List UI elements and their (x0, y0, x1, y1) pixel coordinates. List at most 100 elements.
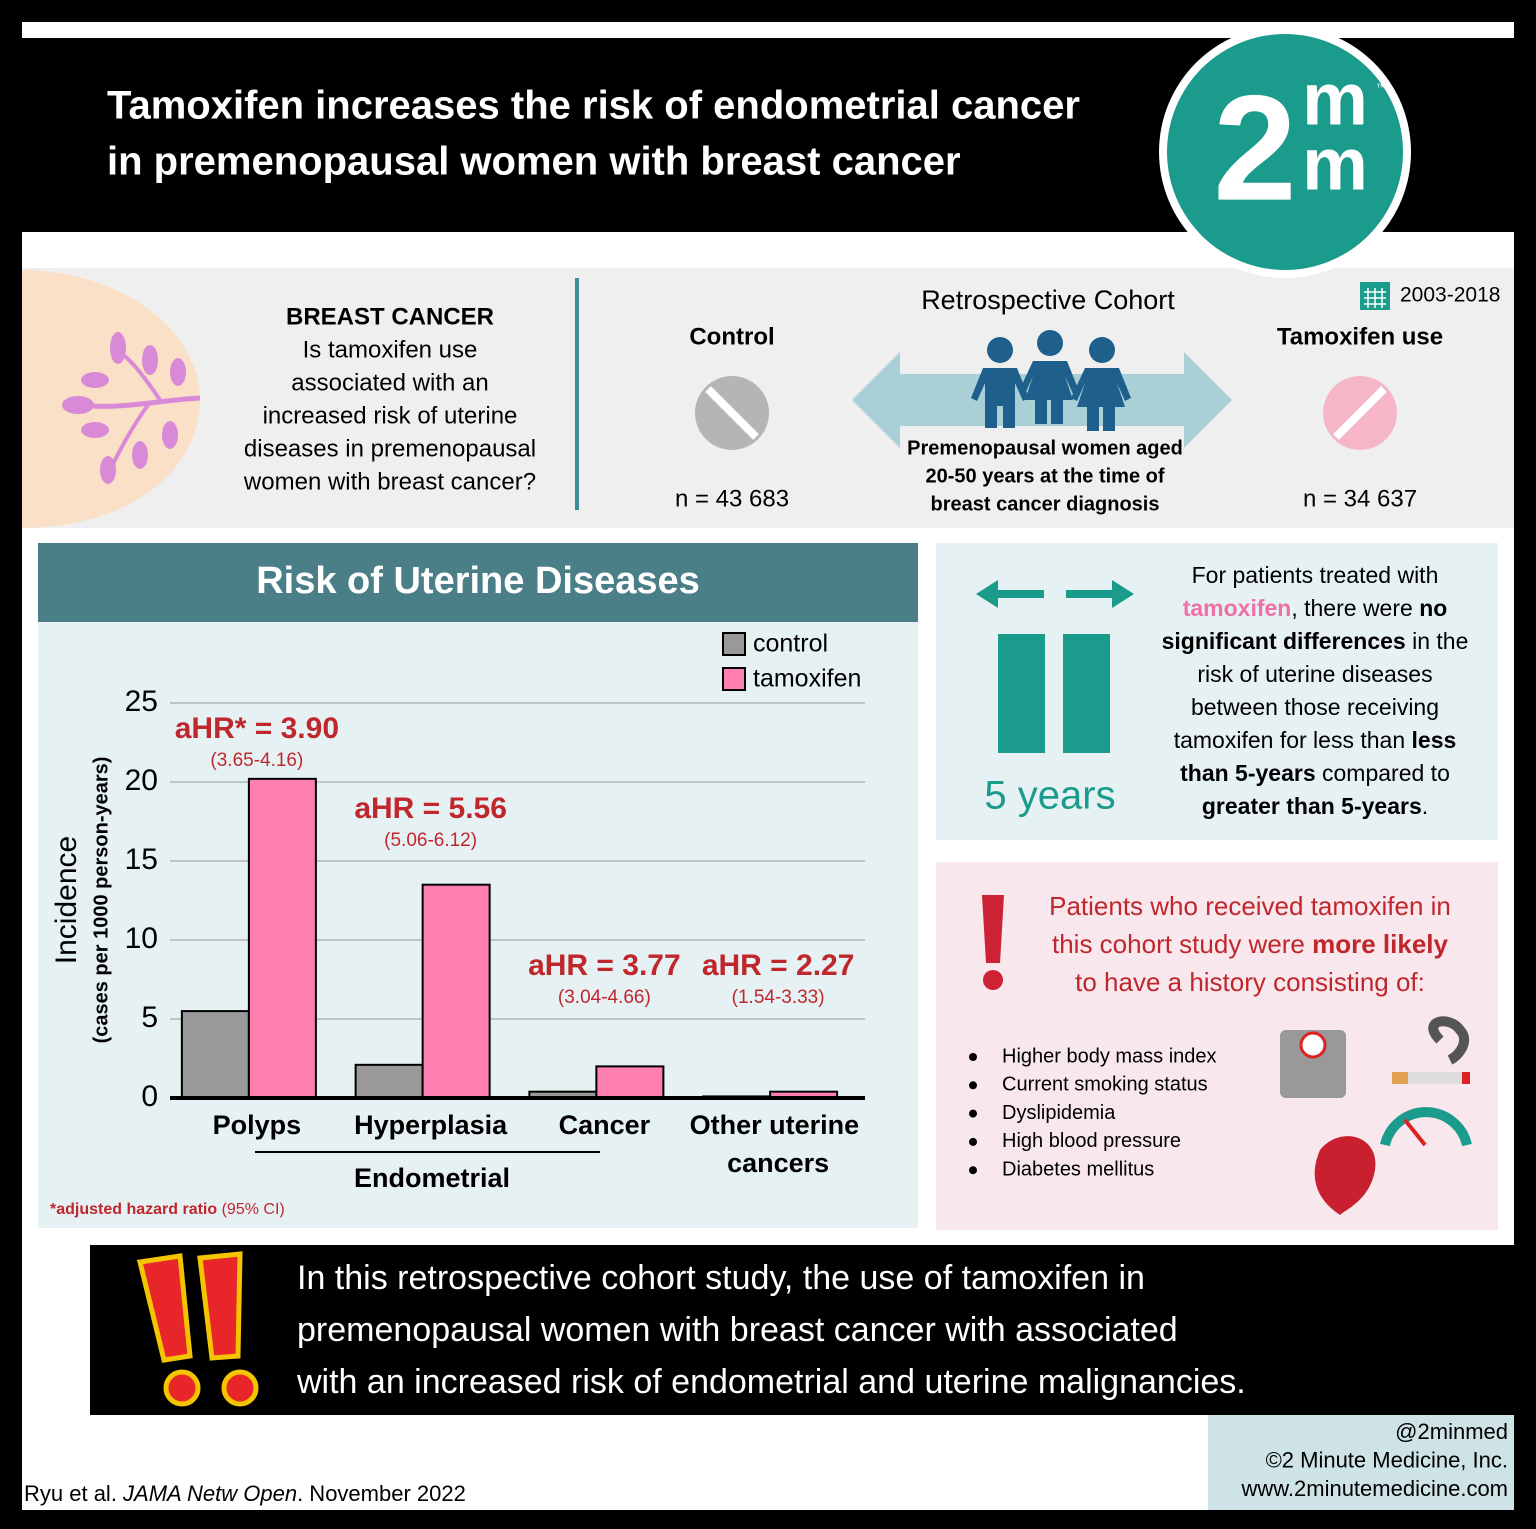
duration-text: greater than 5-years. (1202, 793, 1428, 819)
duration-label: 5 years (984, 774, 1115, 818)
logo-trademark: ™ (1376, 83, 1386, 94)
x-tick-label: Polyps (213, 1110, 302, 1140)
logo-digit: 2 (1213, 64, 1296, 232)
y-axis-label: Incidence (50, 836, 83, 964)
bar (354, 1063, 424, 1099)
bar (247, 777, 317, 1100)
y-tick-label: 0 (141, 1080, 158, 1113)
chart-header (38, 543, 918, 622)
text-segment: than 5-years (1180, 760, 1316, 786)
breast-illustration (22, 270, 200, 528)
y-tick-label: 5 (141, 1001, 158, 1034)
text-segment: . November 2022 (297, 1481, 466, 1506)
hazard-ratio: aHR = 2.27 (702, 949, 855, 982)
duration-text: significant differences in the (1162, 628, 1469, 654)
bullet (969, 1053, 977, 1061)
cohort-band (22, 268, 1514, 528)
bar (421, 883, 491, 1100)
history-item: High blood pressure (1002, 1130, 1181, 1152)
question-text: Is tamoxifen use (303, 336, 478, 363)
question-text: associated with an (291, 369, 488, 396)
logo-letter: m (1302, 123, 1368, 206)
text-segment: compared to (1316, 760, 1450, 786)
group-size: n = 34 637 (1303, 485, 1417, 512)
group-label: Endometrial (354, 1163, 510, 1193)
history-item: Dyslipidemia (1002, 1102, 1116, 1124)
y-tick-label: 10 (125, 922, 158, 955)
footnote: *adjusted hazard ratio (95% CI) (50, 1201, 285, 1218)
text-segment: less (1412, 727, 1457, 753)
confidence-interval: (3.04-4.66) (558, 987, 651, 1008)
risk-icons (1280, 1016, 1472, 1215)
text-segment: Ryu et al. (24, 1481, 123, 1506)
question-text: diseases in premenopausal (244, 435, 536, 462)
warning-icon (982, 895, 1004, 990)
history-text: Patients who received tamoxifen in (1049, 891, 1451, 921)
conclusion-band (90, 1245, 1514, 1415)
logo-letter: m (1302, 58, 1368, 141)
duration-text: tamoxifen for less than less (1174, 727, 1457, 753)
credits-box (1208, 1415, 1514, 1510)
page-title: in premenopausal women with breast cance… (107, 140, 961, 184)
hazard-ratio: aHR* = 3.90 (175, 712, 339, 745)
group-name: Tamoxifen use (1277, 323, 1443, 350)
confidence-interval: (3.65-4.16) (210, 750, 303, 771)
duration-text: between those receiving (1191, 694, 1439, 720)
credit: www.2minutemedicine.com (1240, 1476, 1508, 1501)
bar (595, 1065, 665, 1100)
y-axis-sublabel: (cases per 1000 person-years) (90, 757, 112, 1044)
confidence-interval: (1.54-3.33) (732, 987, 825, 1008)
credit: ©2 Minute Medicine, Inc. (1266, 1447, 1508, 1472)
duration-text: tamoxifen, there were no (1183, 595, 1448, 621)
confidence-interval: (5.06-6.12) (384, 830, 477, 851)
citation: Ryu et al. JAMA Netw Open. November 2022 (24, 1481, 466, 1506)
question-text: women with breast cancer? (243, 468, 536, 495)
hazard-ratio: aHR = 3.77 (528, 949, 681, 982)
y-tick-label: 15 (125, 843, 158, 876)
text-segment: For patients treated with (1192, 562, 1439, 588)
history-panel (936, 862, 1498, 1230)
text-segment: more likely (1312, 929, 1448, 959)
text-segment: this cohort study were (1052, 929, 1312, 959)
population-text: 20-50 years at the time of (926, 465, 1165, 487)
x-tick-label: Hyperplasia (354, 1110, 508, 1140)
group-name: Control (689, 323, 774, 350)
duration-text: risk of uterine diseases (1197, 661, 1432, 687)
pill-icon (695, 376, 1397, 450)
legend-label: tamoxifen (753, 665, 861, 693)
group-size: n = 43 683 (675, 485, 789, 512)
calendar-icon (1360, 282, 1390, 310)
text-segment: Patients who received tamoxifen in (1049, 891, 1451, 921)
text-segment: risk of uterine diseases (1197, 661, 1432, 687)
lobules-illustration (62, 332, 201, 484)
conclusion-text: In this retrospective cohort study, the … (297, 1259, 1145, 1297)
cohort-title: Retrospective Cohort (921, 285, 1175, 315)
bullet (969, 1081, 977, 1090)
bullet (969, 1166, 977, 1175)
y-tick-label: 20 (125, 764, 158, 797)
conclusion-text: premenopausal women with breast cancer w… (297, 1311, 1178, 1349)
population-text: Premenopausal women aged (907, 437, 1183, 459)
history-text: this cohort study were more likely (1052, 929, 1449, 959)
text-segment: to have a history consisting of: (1075, 967, 1425, 997)
legend-label: control (753, 630, 828, 658)
legend-swatch (722, 632, 746, 656)
y-tick-label: 25 (125, 685, 158, 718)
text-segment: (95% CI) (217, 1201, 285, 1218)
text-segment: *adjusted hazard ratio (50, 1201, 217, 1218)
credit: @2minmed (1395, 1419, 1508, 1444)
x-tick-label: Other uterine cancers (690, 1110, 867, 1178)
population-text: breast cancer diagnosis (931, 493, 1160, 515)
duration-text: For patients treated with (1192, 562, 1439, 588)
bullet (969, 1109, 977, 1118)
hazard-ratio: aHR = 5.56 (354, 792, 507, 825)
logo (1167, 34, 1403, 270)
legend-swatch (722, 667, 746, 691)
people-icon (971, 330, 1131, 431)
x-tick-label: Cancer (559, 1110, 651, 1140)
text-segment: JAMA Netw Open (122, 1481, 297, 1506)
text-segment: greater than 5-years (1202, 793, 1422, 819)
alert-icon (136, 1251, 259, 1407)
text-segment: tamoxifen for less than (1174, 727, 1412, 753)
